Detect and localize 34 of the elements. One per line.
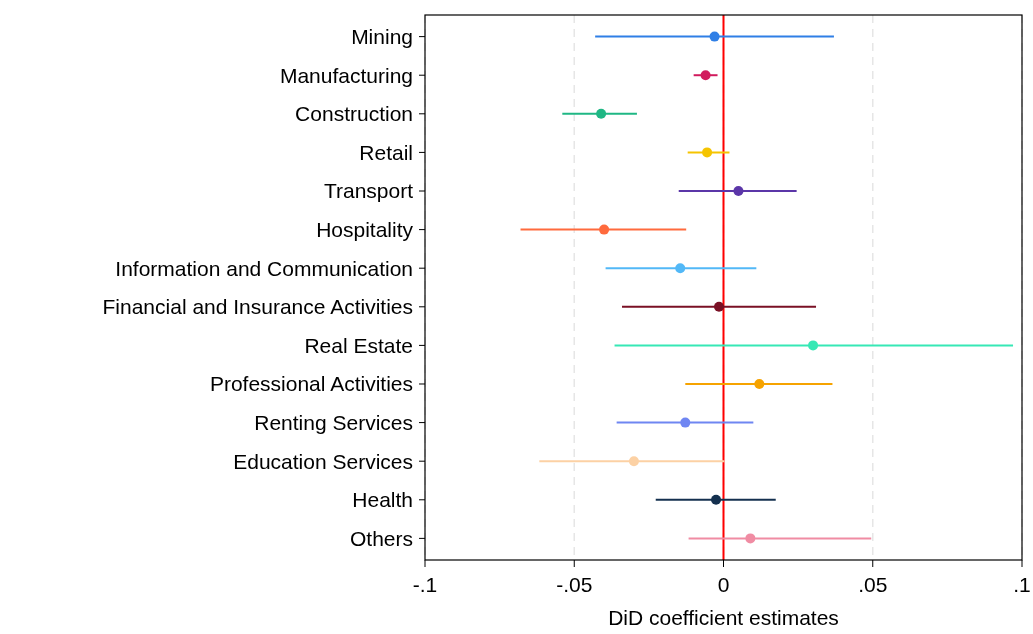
- point: [628, 456, 639, 467]
- point: [599, 224, 610, 235]
- y-tick-label: Financial and Insurance Activities: [102, 295, 413, 319]
- point: [702, 147, 713, 158]
- point: [680, 417, 691, 428]
- y-tick-label: Hospitality: [316, 217, 414, 241]
- point: [711, 494, 722, 505]
- point: [754, 378, 765, 389]
- y-tick-label: Transport: [323, 179, 414, 203]
- y-tick-label: Manufacturing: [279, 63, 413, 87]
- point: [709, 31, 720, 42]
- point: [808, 340, 819, 351]
- point: [675, 263, 686, 274]
- x-tick-label: -.1: [412, 573, 438, 596]
- y-tick-label: Construction: [295, 102, 413, 126]
- y-tick-label: Renting Services: [254, 410, 413, 434]
- point: [700, 70, 711, 81]
- x-tick-label: .05: [858, 573, 888, 596]
- x-tick-label: 0: [717, 573, 730, 596]
- point: [745, 533, 756, 544]
- x-tick-label: -.05: [556, 573, 593, 596]
- point: [733, 186, 744, 197]
- point: [596, 108, 607, 119]
- y-tick-label: Retail: [359, 140, 413, 164]
- y-tick-label: Health: [352, 488, 413, 512]
- x-tick-label: .1: [1013, 573, 1031, 596]
- point: [714, 301, 725, 312]
- y-tick-label: Professional Activities: [209, 372, 413, 396]
- y-tick-label: Others: [349, 526, 413, 550]
- y-tick-label: Mining: [351, 24, 413, 48]
- y-tick-label: Education Services: [233, 449, 413, 473]
- y-tick-label: Information and Communication: [115, 256, 413, 280]
- x-axis-title: DiD coefficient estimates: [608, 606, 839, 629]
- y-tick-label: Real Estate: [304, 333, 413, 357]
